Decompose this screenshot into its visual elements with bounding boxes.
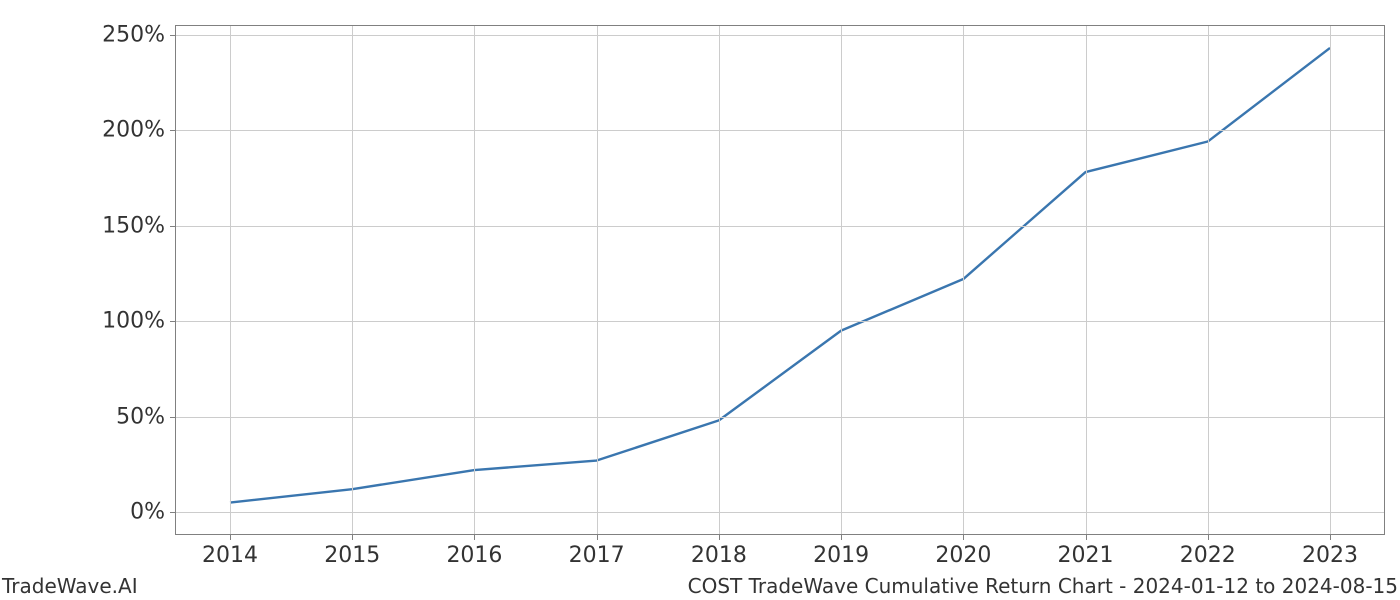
x-tick-label: 2022 [1180,543,1236,568]
y-tick-label: 0% [130,500,165,525]
grid-line-h [175,512,1385,513]
y-tick-label: 100% [102,309,165,334]
x-tick-label: 2023 [1302,543,1358,568]
x-tick-mark [963,535,964,540]
line-layer [175,25,1385,535]
x-tick-label: 2020 [935,543,991,568]
spine-left [175,25,176,535]
chart-container: 0% 50% 100% 150% 200% 250% 2014 2015 2016 2017 201… [0,0,1400,600]
footer-right-label: COST TradeWave Cumulative Return Chart -… [688,574,1398,598]
grid-line-v [1208,25,1209,535]
grid-line-v [597,25,598,535]
grid-line-h [175,35,1385,36]
x-tick-label: 2015 [324,543,380,568]
grid-line-v [474,25,475,535]
series-line [230,48,1330,503]
grid-line-v [230,25,231,535]
grid-line-h [175,226,1385,227]
plot-area: 0%50%100%150%200%250%2014201520162017201… [175,25,1385,535]
x-tick-mark [352,535,353,540]
x-tick-mark [841,535,842,540]
grid-line-h [175,417,1385,418]
footer-left-label: TradeWave.AI [2,574,138,598]
grid-line-v [1086,25,1087,535]
x-tick-mark [1086,535,1087,540]
x-tick-mark [1330,535,1331,540]
grid-line-v [841,25,842,535]
x-tick-label: 2017 [569,543,625,568]
x-tick-label: 2019 [813,543,869,568]
spine-bottom [175,534,1385,535]
x-tick-mark [474,535,475,540]
x-tick-mark [597,535,598,540]
x-tick-label: 2021 [1058,543,1114,568]
grid-line-v [963,25,964,535]
x-tick-label: 2014 [202,543,258,568]
y-tick-label: 200% [102,118,165,143]
y-tick-label: 150% [102,213,165,238]
x-tick-mark [719,535,720,540]
y-tick-label: 50% [116,404,165,429]
grid-line-v [352,25,353,535]
spine-right [1384,25,1385,535]
x-tick-mark [1208,535,1209,540]
x-tick-mark [230,535,231,540]
grid-line-h [175,130,1385,131]
grid-line-v [719,25,720,535]
x-tick-label: 2018 [691,543,747,568]
grid-line-h [175,321,1385,322]
spine-top [175,25,1385,26]
x-tick-label: 2016 [446,543,502,568]
y-tick-label: 250% [102,22,165,47]
grid-line-v [1330,25,1331,535]
